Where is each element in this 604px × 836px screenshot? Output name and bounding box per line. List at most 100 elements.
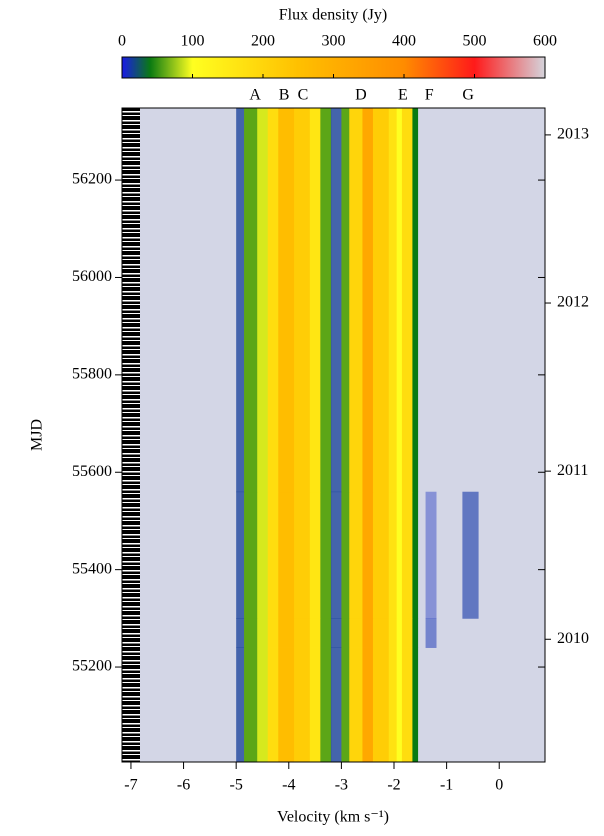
heatmap-cell <box>257 491 269 619</box>
heatmap-cell <box>278 108 295 493</box>
heatmap-cell <box>372 108 390 493</box>
heatmap-cell <box>401 647 413 763</box>
heatmap-cell <box>244 647 258 763</box>
heatmap-cell <box>372 491 390 619</box>
heatmap-cell <box>396 108 403 493</box>
heatmap-cell <box>257 618 269 648</box>
heatmap-cell <box>309 647 321 763</box>
y-axis-title: MJD <box>29 419 46 451</box>
heatmap-cell <box>330 618 342 648</box>
heatmap-cell <box>412 647 419 763</box>
heatmap-cell <box>320 108 332 493</box>
y-tick-label: 55600 <box>72 463 112 480</box>
feature-label: B <box>279 87 290 104</box>
heatmap-cell <box>341 491 350 619</box>
heatmap-cell <box>349 108 363 493</box>
heatmap-cell <box>320 647 332 763</box>
heatmap-cell <box>330 491 342 619</box>
observation-strip <box>122 108 140 762</box>
heatmap-cell <box>425 618 437 648</box>
heatmap-cell <box>388 647 398 763</box>
heatmap-cell <box>236 108 245 493</box>
heatmap-cell <box>320 491 332 619</box>
feature-label: C <box>298 87 309 104</box>
x-tick-label: -4 <box>282 777 295 794</box>
heatmap-cell <box>236 618 245 648</box>
y2-tick-label: 2012 <box>557 294 589 311</box>
heatmap-cell <box>349 647 363 763</box>
heatmap-cell <box>294 618 311 648</box>
heatmap-cell <box>244 491 258 619</box>
y2-tick-label: 2013 <box>557 126 589 143</box>
colorbar-tick-label: 400 <box>392 33 416 50</box>
heatmap-cell <box>278 647 295 763</box>
heatmap-cell <box>267 647 279 763</box>
heatmap-cell <box>294 108 311 493</box>
x-tick-label: 0 <box>495 777 503 794</box>
heatmap-cell <box>309 618 321 648</box>
heatmap-cell <box>388 108 398 493</box>
colorbar-tick-label: 100 <box>181 33 205 50</box>
x-tick-label: -3 <box>335 777 348 794</box>
colorbar-title: Flux density (Jy) <box>279 7 387 24</box>
feature-label: G <box>462 87 474 104</box>
heatmap-cell <box>341 647 350 763</box>
heatmap-cell <box>330 108 342 493</box>
heatmap-cell <box>257 108 269 493</box>
heatmap-cell <box>267 491 279 619</box>
heatmap-cell <box>349 618 363 648</box>
feature-label: D <box>355 87 367 104</box>
y-tick-label: 56200 <box>72 171 112 188</box>
heatmap-cell <box>309 491 321 619</box>
x-tick-label: -6 <box>177 777 190 794</box>
colorbar-tick-label: 300 <box>322 33 346 50</box>
heatmap-cell <box>412 108 419 493</box>
feature-label: F <box>425 87 434 104</box>
heatmap-cell <box>362 491 374 619</box>
heatmap-cell <box>396 647 403 763</box>
heatmap-cell <box>320 618 332 648</box>
x-tick-label: -7 <box>124 777 137 794</box>
heatmap-cell <box>362 647 374 763</box>
plot-frame <box>121 107 546 763</box>
y-tick-label: 55200 <box>72 658 112 675</box>
heatmap-cell <box>309 108 321 493</box>
heatmap-cell <box>244 618 258 648</box>
heatmap-cell <box>412 618 419 648</box>
heatmap-cell <box>341 108 350 493</box>
heatmap-cell <box>236 491 245 619</box>
x-axis-title: Velocity (km s⁻¹) <box>277 809 389 826</box>
y-tick-label: 56000 <box>72 268 112 285</box>
heatmap-cell <box>278 618 295 648</box>
heatmap-cell <box>372 647 390 763</box>
feature-label: A <box>249 87 261 104</box>
heatmap-cell <box>267 108 279 493</box>
heatmap-cell <box>401 491 413 619</box>
heatmap-cell <box>412 491 419 619</box>
heatmap-cell <box>341 618 350 648</box>
heatmap-cell <box>401 108 413 493</box>
colorbar-tick-label: 600 <box>533 33 557 50</box>
heatmap-cell <box>267 618 279 648</box>
heatmap-cell <box>396 491 403 619</box>
heatmap-cell <box>294 491 311 619</box>
heatmap-cell <box>396 618 403 648</box>
heatmap-cell <box>236 647 245 763</box>
heatmap-cell <box>362 108 374 493</box>
heatmap-cell <box>362 618 374 648</box>
heatmap-cell <box>388 618 398 648</box>
heatmap-cell <box>294 647 311 763</box>
heatmap-cell <box>401 618 413 648</box>
heatmap-cell <box>278 491 295 619</box>
heatmap-cell <box>462 491 479 619</box>
heatmap-cell <box>257 647 269 763</box>
feature-label: E <box>398 87 408 104</box>
x-tick-label: -2 <box>387 777 400 794</box>
heatmap-cell <box>425 491 437 619</box>
colorbar-tick-label: 0 <box>118 33 126 50</box>
heatmap-cell <box>330 647 342 763</box>
y-tick-label: 55400 <box>72 560 112 577</box>
x-tick-label: -1 <box>440 777 453 794</box>
heatmap-cell <box>349 491 363 619</box>
